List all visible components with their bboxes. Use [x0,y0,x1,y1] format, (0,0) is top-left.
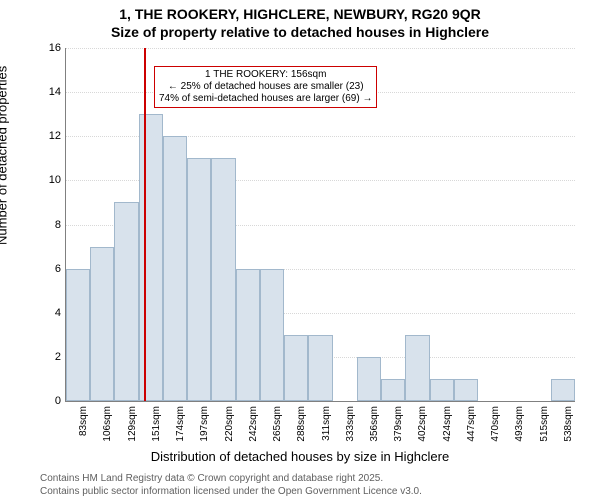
histogram-bar [308,335,332,401]
x-tick-label: 174sqm [175,406,186,446]
histogram-bar [236,269,260,401]
annotation-line3: 74% of semi-detached houses are larger (… [159,93,372,105]
plot-area: 024681012141683sqm106sqm129sqm151sqm174s… [65,48,575,402]
x-tick-label: 265sqm [272,406,283,446]
y-tick-label: 16 [26,42,61,54]
histogram-bar [187,158,211,401]
y-tick-label: 2 [26,351,61,363]
x-tick-label: 379sqm [393,406,404,446]
footer-copyright-line2: Contains public sector information licen… [40,486,422,497]
histogram-bar [357,357,381,401]
reference-line [144,48,146,401]
x-tick-label: 242sqm [248,406,259,446]
chart-title-line2: Size of property relative to detached ho… [0,24,600,40]
histogram-bar [114,202,138,401]
histogram-bar [454,379,478,401]
x-tick-label: 493sqm [514,406,525,446]
histogram-bar [211,158,235,401]
x-tick-label: 106sqm [102,406,113,446]
x-tick-label: 538sqm [563,406,574,446]
histogram-bar [139,114,163,401]
histogram-bar [430,379,454,401]
histogram-bar [260,269,284,401]
histogram-bar [284,335,308,401]
x-tick-label: 151sqm [151,406,162,446]
annotation-box: 1 THE ROOKERY: 156sqm← 25% of detached h… [154,66,377,108]
x-tick-label: 220sqm [224,406,235,446]
y-tick-label: 6 [26,263,61,275]
x-axis-label: Distribution of detached houses by size … [0,449,600,464]
histogram-bar [381,379,405,401]
y-tick-label: 8 [26,219,61,231]
histogram-bar [551,379,575,401]
annotation-line2: ← 25% of detached houses are smaller (23… [159,81,372,93]
x-tick-label: 470sqm [490,406,501,446]
histogram-bar [405,335,429,401]
x-tick-label: 424sqm [442,406,453,446]
chart-container: 1, THE ROOKERY, HIGHCLERE, NEWBURY, RG20… [0,0,600,500]
footer-copyright-line1: Contains HM Land Registry data © Crown c… [40,473,383,484]
annotation-line1: 1 THE ROOKERY: 156sqm [159,69,372,81]
gridline [66,48,575,49]
histogram-bar [66,269,90,401]
y-tick-label: 4 [26,307,61,319]
x-tick-label: 83sqm [78,406,89,446]
histogram-bar [163,136,187,401]
x-tick-label: 311sqm [321,406,332,446]
y-tick-label: 12 [26,130,61,142]
x-tick-label: 515sqm [539,406,550,446]
x-tick-label: 197sqm [199,406,210,446]
x-tick-label: 447sqm [466,406,477,446]
y-tick-label: 10 [26,174,61,186]
y-axis-label: Number of detached properties [0,66,10,245]
y-tick-label: 0 [26,395,61,407]
x-tick-label: 402sqm [417,406,428,446]
x-tick-label: 333sqm [345,406,356,446]
y-tick-label: 14 [26,86,61,98]
histogram-bar [90,247,114,401]
x-tick-label: 356sqm [369,406,380,446]
x-tick-label: 288sqm [296,406,307,446]
chart-title-line1: 1, THE ROOKERY, HIGHCLERE, NEWBURY, RG20… [0,6,600,22]
x-tick-label: 129sqm [127,406,138,446]
